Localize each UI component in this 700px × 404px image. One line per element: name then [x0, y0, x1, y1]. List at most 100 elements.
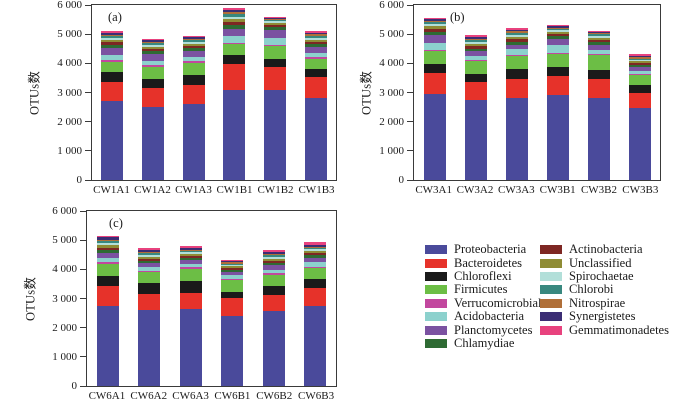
bar-segment-firmicutes	[505, 55, 528, 70]
legend-item-acidobacteria: Acidobacteria	[425, 309, 540, 323]
bar-segment-chloroflexi	[262, 285, 285, 296]
bar-segment-chlamydiae	[464, 48, 487, 52]
bar-segment-unclassified	[464, 43, 487, 47]
bar-segment-actinobacteria	[423, 29, 446, 32]
bar-segment-proteobacteria	[464, 100, 487, 180]
x-axis-label: CW3A3	[497, 184, 535, 196]
bar-segment-synergistetes	[182, 37, 205, 39]
planctomycetes-swatch-icon	[425, 325, 447, 335]
x-axis-label: CW1A2	[134, 184, 171, 196]
bar-segment-verrucomicrobial	[101, 60, 124, 63]
y-axis-tick	[80, 298, 86, 299]
bar-segment-chloroflexi	[423, 64, 446, 73]
legend-item-bacteroidetes: Bacteroidetes	[425, 255, 540, 270]
y-axis-tick-label: 1 000	[57, 144, 82, 157]
bar-segment-synergistetes	[546, 26, 569, 28]
bar-segment-proteobacteria	[304, 306, 327, 386]
bar-segment-unclassified	[628, 61, 651, 64]
bar-segment-synergistetes	[423, 19, 446, 21]
y-axis-tick-label: 5 000	[379, 28, 404, 41]
bar-segment-verrucomicrobial	[587, 54, 610, 56]
bar-segment-verrucomicrobial	[223, 42, 246, 45]
bar-segment-spirochaetae	[262, 256, 285, 259]
bar-segment-acidobacteria	[628, 70, 651, 74]
bar-segment-verrucomicrobial	[628, 73, 651, 75]
bar-segment-nitrospirae	[182, 38, 205, 41]
bar-segment-actinobacteria	[587, 39, 610, 43]
bar-segment-gemmatimonadetes	[464, 35, 487, 37]
x-axis-labels: CW3A1 CW3A2 CW3A3 CW3B1 CW3B2 CW3B3	[413, 184, 661, 196]
bar-segment-verrucomicrobial	[142, 65, 164, 68]
bar-segment-spirochaetae	[628, 60, 651, 62]
legend-label: Actinobacteria	[569, 242, 643, 257]
bar-slot	[214, 5, 255, 180]
bar-slot	[295, 211, 337, 386]
bar-segment-firmicutes	[304, 58, 327, 69]
bar-segment-proteobacteria	[138, 310, 161, 386]
bar-segment-chlamydiae	[546, 36, 569, 40]
bar-segment-bacteroidetes	[142, 88, 164, 107]
x-axis-label: CW6A2	[130, 390, 168, 402]
legend-item-chlamydiae: Chlamydiae	[425, 336, 540, 350]
bar-segment-chloroflexi	[182, 74, 205, 86]
legend-item-proteobacteria: Proteobacteria	[425, 242, 540, 256]
bar-segment-proteobacteria	[101, 101, 124, 180]
bar-segment-acidobacteria	[138, 266, 161, 271]
bar-segment-chlamydiae	[182, 48, 205, 51]
bar-segment-gemmatimonadetes	[423, 18, 446, 20]
bar-segment-chloroflexi	[138, 283, 161, 295]
legend-label: Bacteroidetes	[454, 255, 523, 270]
bar-segment-firmicutes	[138, 272, 161, 284]
legend-item-chlorobi: Chlorobi	[540, 282, 669, 297]
bar-segment-nitrospirae	[138, 251, 161, 254]
bacteroidetes-swatch-icon	[425, 258, 447, 268]
bar-segment-chloroflexi	[221, 291, 244, 298]
bars-container	[87, 211, 336, 386]
bar-segment-planctomycetes	[101, 47, 124, 56]
bar-segment-chlamydiae	[262, 263, 285, 266]
bar-segment-gemmatimonadetes	[304, 31, 327, 33]
bar-segment-chlamydiae	[138, 260, 161, 264]
legend-item-spirochaetae: Spirochaetae	[540, 269, 669, 283]
nitrospirae-swatch-icon	[540, 298, 562, 308]
y-axis-tick	[407, 121, 413, 123]
bar-segment-verrucomicrobial	[423, 49, 446, 51]
bar-segment-acidobacteria	[142, 60, 164, 66]
bar-segment-nitrospirae	[628, 57, 651, 59]
bar-segment-verrucomicrobial	[179, 267, 202, 269]
bar-segment-actinobacteria	[96, 247, 119, 251]
bar-segment-gemmatimonadetes	[179, 245, 202, 248]
legend-label: Chlorobi	[569, 282, 614, 297]
bar-segment-chlamydiae	[264, 27, 287, 30]
bar-cw6a2	[138, 248, 161, 386]
y-axis-tick-label: 4 000	[57, 57, 82, 70]
y-axis-tick	[85, 150, 91, 152]
bar-segment-proteobacteria	[264, 90, 287, 180]
bar-cw6b3	[304, 242, 327, 386]
bar-slot	[496, 5, 537, 180]
bar-segment-bacteroidetes	[138, 294, 161, 311]
bar-segment-synergistetes	[223, 9, 246, 13]
y-axis-tick-label: 6 000	[52, 205, 77, 217]
bar-segment-acidobacteria	[179, 263, 202, 268]
x-axis-label: CW3B1	[539, 184, 576, 196]
bar-segment-chlorobi	[221, 263, 244, 265]
bar-segment-proteobacteria	[142, 106, 164, 180]
bar-segment-bacteroidetes	[262, 295, 285, 312]
bar-segment-gemmatimonadetes	[587, 30, 610, 32]
bar-segment-chlamydiae	[142, 51, 164, 55]
legend-label: Chloroflexi	[454, 268, 512, 283]
bar-segment-spirochaetae	[142, 45, 164, 48]
bar-segment-bacteroidetes	[96, 286, 119, 307]
bar-segment-spirochaetae	[179, 252, 202, 254]
bar-segment-chlamydiae	[96, 250, 119, 254]
bar-segment-verrucomicrobial	[304, 266, 327, 268]
bar-segment-firmicutes	[262, 274, 285, 286]
bar-segment-planctomycetes	[182, 50, 205, 58]
bar-segment-acidobacteria	[546, 45, 569, 54]
bar-segment-synergistetes	[304, 32, 327, 35]
bar-segment-chlorobi	[262, 255, 285, 257]
legend-item-chloroflexi: Chloroflexi	[425, 268, 540, 283]
